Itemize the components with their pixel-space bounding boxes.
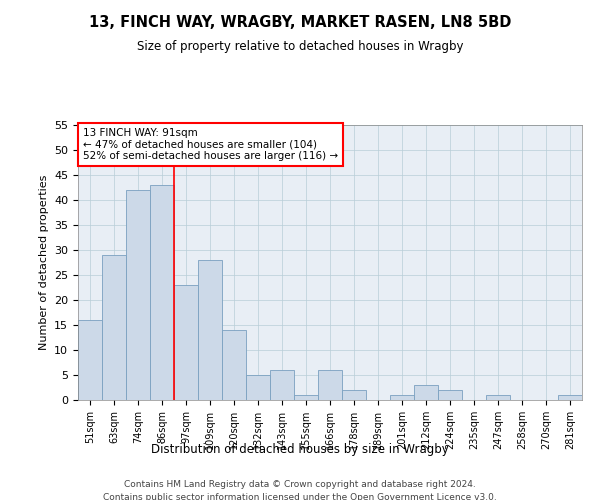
Bar [78, 320, 102, 400]
Bar [102, 255, 126, 400]
Bar [222, 330, 246, 400]
Bar [246, 375, 270, 400]
Bar [342, 390, 366, 400]
Bar [438, 390, 462, 400]
Text: Contains public sector information licensed under the Open Government Licence v3: Contains public sector information licen… [103, 492, 497, 500]
Text: 13, FINCH WAY, WRAGBY, MARKET RASEN, LN8 5BD: 13, FINCH WAY, WRAGBY, MARKET RASEN, LN8… [89, 15, 511, 30]
Bar [390, 395, 414, 400]
Bar [486, 395, 510, 400]
Text: Contains HM Land Registry data © Crown copyright and database right 2024.: Contains HM Land Registry data © Crown c… [124, 480, 476, 489]
Bar [318, 370, 342, 400]
Bar [294, 395, 318, 400]
Bar [126, 190, 150, 400]
Bar [558, 395, 582, 400]
Text: Size of property relative to detached houses in Wragby: Size of property relative to detached ho… [137, 40, 463, 53]
Bar [270, 370, 294, 400]
Bar [150, 185, 174, 400]
Bar [198, 260, 222, 400]
Y-axis label: Number of detached properties: Number of detached properties [38, 175, 49, 350]
Bar [414, 385, 438, 400]
Bar [174, 285, 198, 400]
Text: Distribution of detached houses by size in Wragby: Distribution of detached houses by size … [151, 442, 449, 456]
Text: 13 FINCH WAY: 91sqm
← 47% of detached houses are smaller (104)
52% of semi-detac: 13 FINCH WAY: 91sqm ← 47% of detached ho… [83, 128, 338, 161]
